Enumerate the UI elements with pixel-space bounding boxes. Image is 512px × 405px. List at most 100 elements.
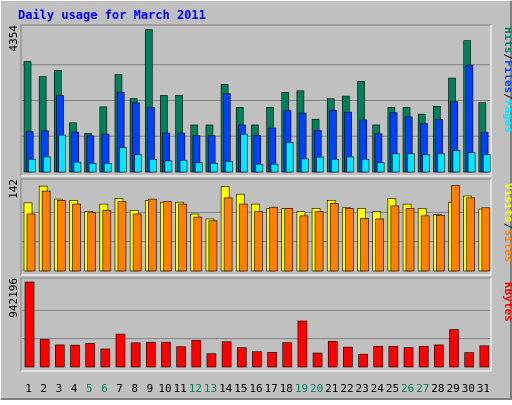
bar-kbytes-day-27 (418, 345, 429, 368)
bar-sites-day-3 (57, 200, 66, 272)
bar-kbytes-day-8 (130, 342, 141, 368)
bar-pages-day-15 (240, 133, 248, 173)
bar-files-day-14 (223, 93, 231, 173)
bar-pages-day-7 (119, 147, 127, 173)
bar-kbytes-day-12 (191, 340, 202, 368)
bar-kbytes-day-24 (373, 345, 384, 368)
bar-kbytes-day-30 (464, 352, 474, 368)
bar-pages-day-21 (331, 158, 339, 173)
bar-sites-day-22 (345, 208, 354, 272)
y-max-label: 142 (7, 179, 20, 199)
bar-kbytes-day-9 (145, 341, 156, 368)
bar-kbytes-day-26 (403, 347, 414, 368)
bar-sites-day-25 (390, 205, 400, 272)
bar-kbytes-day-28 (434, 344, 444, 368)
bar-pages-day-8 (134, 154, 142, 173)
x-tick-label: 17 (265, 382, 278, 395)
x-tick-label: 13 (204, 382, 217, 395)
x-tick-label: 7 (116, 382, 123, 395)
bar-kbytes-day-25 (388, 345, 399, 368)
x-tick-label: 27 (416, 382, 429, 395)
bar-sites-day-2 (41, 190, 51, 272)
bar-kbytes-day-1 (24, 281, 35, 368)
bar-sites-day-8 (132, 213, 142, 272)
bar-kbytes-day-23 (358, 353, 368, 368)
legend-hits-files-pages: Hits/Files/Pages (502, 27, 512, 133)
bar-pages-day-6 (103, 163, 112, 173)
bar-kbytes-day-10 (161, 341, 171, 368)
bar-kbytes-day-14 (221, 341, 232, 368)
x-tick-label: 29 (446, 382, 459, 395)
bar-sites-day-15 (238, 203, 248, 272)
x-tick-label: 19 (295, 382, 308, 395)
bar-sites-day-17 (269, 206, 278, 272)
legend-entry: KBytes (502, 282, 512, 322)
bar-sites-day-4 (72, 203, 81, 272)
bar-pages-day-11 (179, 159, 188, 173)
bar-pages-day-2 (43, 156, 51, 173)
x-tick-label: 14 (219, 382, 233, 395)
x-tick-label: 30 (462, 382, 475, 395)
bar-kbytes-day-31 (479, 345, 490, 368)
legend-entry: Visits (502, 183, 512, 223)
y-max-label: 4354 (7, 25, 20, 52)
panel-hits-files-pages-edge-light (21, 25, 492, 177)
bar-sites-day-29 (451, 185, 460, 272)
x-tick-label: 16 (249, 382, 262, 395)
bar-sites-day-28 (436, 214, 445, 272)
x-tick-label: 4 (71, 382, 78, 395)
x-tick-label: 28 (431, 382, 444, 395)
x-tick-label: 21 (325, 382, 338, 395)
panel-visits-sites-edge-dark (20, 178, 491, 275)
bar-pages-day-5 (88, 163, 97, 173)
bar-kbytes-day-19 (297, 320, 308, 368)
legend-entry: / (502, 93, 512, 100)
bar-sites-day-16 (254, 211, 263, 272)
x-tick-label: 8 (131, 382, 138, 395)
y-max-label: 942196 (7, 278, 20, 318)
bar-kbytes-day-20 (312, 352, 323, 368)
panel-hits-files-pages-edge-dark (20, 24, 491, 176)
legend-kbytes: KBytes (502, 282, 512, 322)
bar-kbytes-day-3 (55, 344, 65, 368)
bar-kbytes-day-5 (85, 343, 95, 368)
x-tick-label: 22 (340, 382, 353, 395)
panel-kbytes-edge-light (21, 278, 492, 372)
bar-pages-day-10 (164, 160, 173, 173)
bar-sites-day-9 (147, 198, 157, 272)
bar-kbytes-day-21 (327, 340, 338, 368)
bar-pages-day-9 (149, 158, 157, 173)
bar-pages-day-17 (270, 163, 279, 173)
bar-sites-day-14 (223, 197, 233, 272)
panel-kbytes-edge-dark (20, 277, 491, 371)
chart-title: Daily usage for March 2011 (18, 8, 206, 22)
bar-sites-day-1 (26, 213, 36, 272)
bar-pages-day-25 (391, 153, 400, 173)
bar-sites-day-13 (208, 220, 218, 272)
bar-sites-day-27 (420, 215, 430, 272)
bar-sites-day-6 (102, 209, 112, 272)
bar-pages-day-3 (58, 134, 67, 173)
legend-entry: Pages (502, 100, 512, 133)
legend-entry: Hits (502, 27, 512, 54)
bar-pages-day-4 (73, 161, 82, 173)
bar-pages-day-30 (467, 152, 476, 173)
bar-pages-day-31 (482, 154, 491, 173)
x-tick-label: 24 (371, 382, 385, 395)
bar-kbytes-day-22 (343, 346, 353, 368)
bar-pages-day-22 (346, 156, 355, 173)
bar-kbytes-day-17 (267, 352, 277, 368)
x-tick-label: 20 (310, 382, 323, 395)
bar-kbytes-day-29 (449, 329, 459, 368)
bar-sites-day-5 (87, 212, 96, 272)
bar-pages-day-13 (210, 163, 218, 173)
legend-visits-sites: Visits/Sites (502, 183, 512, 263)
bar-sites-day-19 (299, 215, 309, 272)
bar-pages-day-23 (361, 158, 370, 173)
x-tick-label: 3 (56, 382, 63, 395)
bar-pages-day-29 (452, 150, 461, 173)
bar-kbytes-day-4 (70, 344, 80, 368)
x-tick-label: 10 (158, 382, 171, 395)
